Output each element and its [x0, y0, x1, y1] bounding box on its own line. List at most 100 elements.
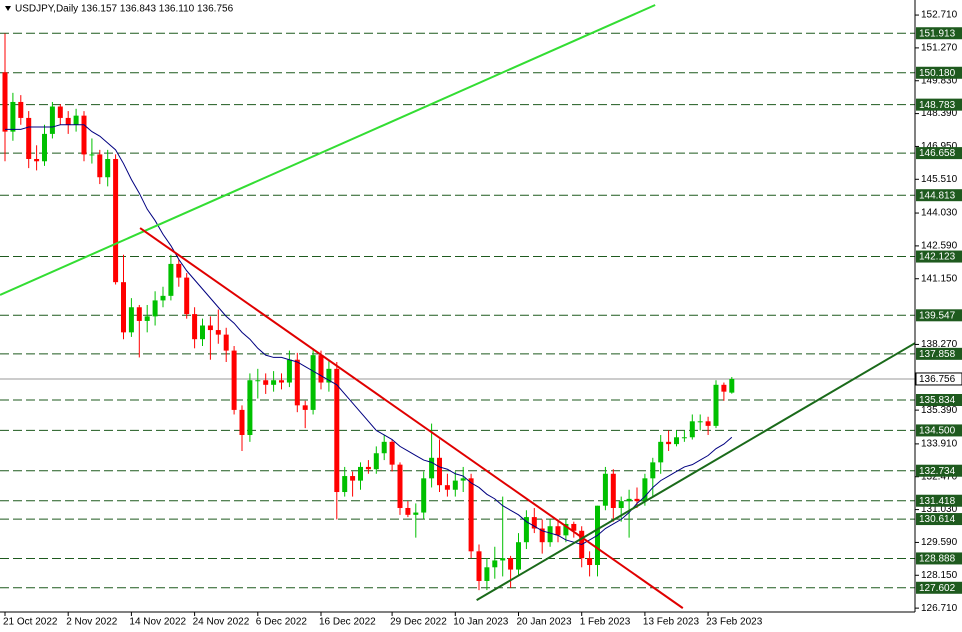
level-label: 135.834	[919, 395, 956, 406]
candle-body	[689, 421, 695, 438]
candle-body	[65, 117, 71, 125]
candle-body	[263, 380, 269, 385]
level-label-box	[916, 66, 962, 79]
level-label: 127.602	[919, 583, 956, 594]
y-tick-label: 152.710	[921, 10, 958, 21]
y-tick-label: 148.390	[921, 108, 958, 119]
plot-area	[0, 4, 915, 609]
x-tick-label: 23 Feb 2023	[706, 617, 763, 628]
candle-body	[294, 359, 300, 406]
level-label: 132.734	[919, 466, 956, 477]
y-tick-label: 128.150	[921, 570, 958, 581]
trendline	[139, 227, 684, 609]
x-tick-label: 1 Feb 2023	[580, 617, 631, 628]
candle-body	[484, 567, 490, 581]
x-tick-label: 13 Feb 2023	[643, 617, 700, 628]
level-label-box	[916, 347, 962, 360]
x-tick-label: 20 Jan 2023	[517, 617, 572, 628]
candle-body	[42, 133, 47, 162]
candle-body	[508, 558, 514, 570]
x-tick-label: 16 Dec 2022	[319, 617, 376, 628]
candle-body	[73, 115, 79, 125]
level-label-box	[916, 27, 962, 40]
candle-body	[334, 368, 340, 493]
y-tick-label: 141.150	[921, 273, 958, 284]
candle-body	[113, 158, 119, 283]
candle-body	[729, 378, 735, 393]
candle-body	[500, 558, 506, 561]
candle-body	[144, 316, 150, 321]
y-tick-label: 144.030	[921, 208, 958, 219]
x-tick-label: 14 Nov 2022	[129, 617, 186, 628]
level-label-box	[916, 309, 962, 322]
level-label: 144.813	[919, 190, 956, 201]
chart-title: USDJPY,Daily 136.157 136.843 136.110 136…	[15, 4, 234, 15]
candle-body	[271, 380, 277, 385]
candle-body	[176, 263, 182, 278]
x-tick-label: 10 Jan 2023	[453, 617, 508, 628]
candle-body	[302, 405, 308, 410]
candle-body	[184, 277, 190, 315]
candle-body	[397, 464, 403, 508]
y-tick-label: 151.270	[921, 43, 958, 54]
candle-body	[452, 480, 458, 490]
candle-body	[105, 158, 111, 178]
candle-body	[2, 72, 8, 132]
candle-body	[389, 441, 395, 465]
candle-body	[26, 117, 32, 159]
candle-body	[658, 441, 664, 463]
candle-body	[81, 115, 87, 155]
level-label-box	[916, 581, 962, 594]
y-tick-label: 142.590	[921, 241, 958, 252]
level-label-box	[916, 98, 962, 111]
x-tick-label: 21 Oct 2022	[3, 617, 58, 628]
candle-body	[421, 478, 427, 513]
candle-body	[310, 355, 316, 410]
candle-body	[231, 350, 237, 410]
y-tick-label: 131.030	[921, 504, 958, 515]
y-tick-label: 132.470	[921, 471, 958, 482]
candle-body	[279, 380, 284, 383]
trendline	[476, 342, 915, 602]
candle-body	[626, 498, 632, 502]
candle-body	[57, 106, 63, 118]
candle-body	[152, 300, 158, 317]
candle-body	[136, 307, 142, 321]
candle-body	[365, 466, 371, 470]
candle-body	[681, 437, 687, 439]
candle-body	[97, 154, 103, 178]
candle-body	[674, 437, 679, 445]
candle-body	[405, 507, 411, 515]
candle-body	[705, 421, 711, 426]
candle-body	[555, 526, 561, 536]
trendline	[0, 4, 656, 296]
level-label-box	[916, 250, 962, 263]
level-label: 137.858	[919, 349, 956, 360]
candle-body	[650, 462, 656, 479]
candle-body	[10, 101, 16, 132]
level-label: 131.418	[919, 496, 956, 507]
candle-body	[49, 106, 55, 134]
candle-body	[192, 314, 198, 340]
candle-body	[358, 466, 363, 481]
candle-body	[429, 457, 435, 479]
candle-body	[666, 441, 672, 445]
candle-body	[160, 295, 166, 301]
candle-body	[587, 558, 593, 566]
candle-body	[444, 485, 450, 490]
level-label: 130.614	[919, 514, 956, 525]
y-tick-label: 149.830	[921, 75, 958, 86]
candle-body	[460, 478, 466, 481]
y-tick-label: 133.910	[921, 439, 958, 450]
candle-body	[247, 380, 253, 435]
candle-body	[18, 101, 24, 118]
level-label-box	[916, 189, 962, 202]
level-label-box	[916, 513, 962, 526]
y-tick-label: 146.950	[921, 141, 958, 152]
y-tick-label: 126.710	[921, 603, 958, 614]
candle-body	[413, 512, 419, 515]
candle-body	[571, 523, 577, 531]
level-label-box	[916, 424, 962, 437]
